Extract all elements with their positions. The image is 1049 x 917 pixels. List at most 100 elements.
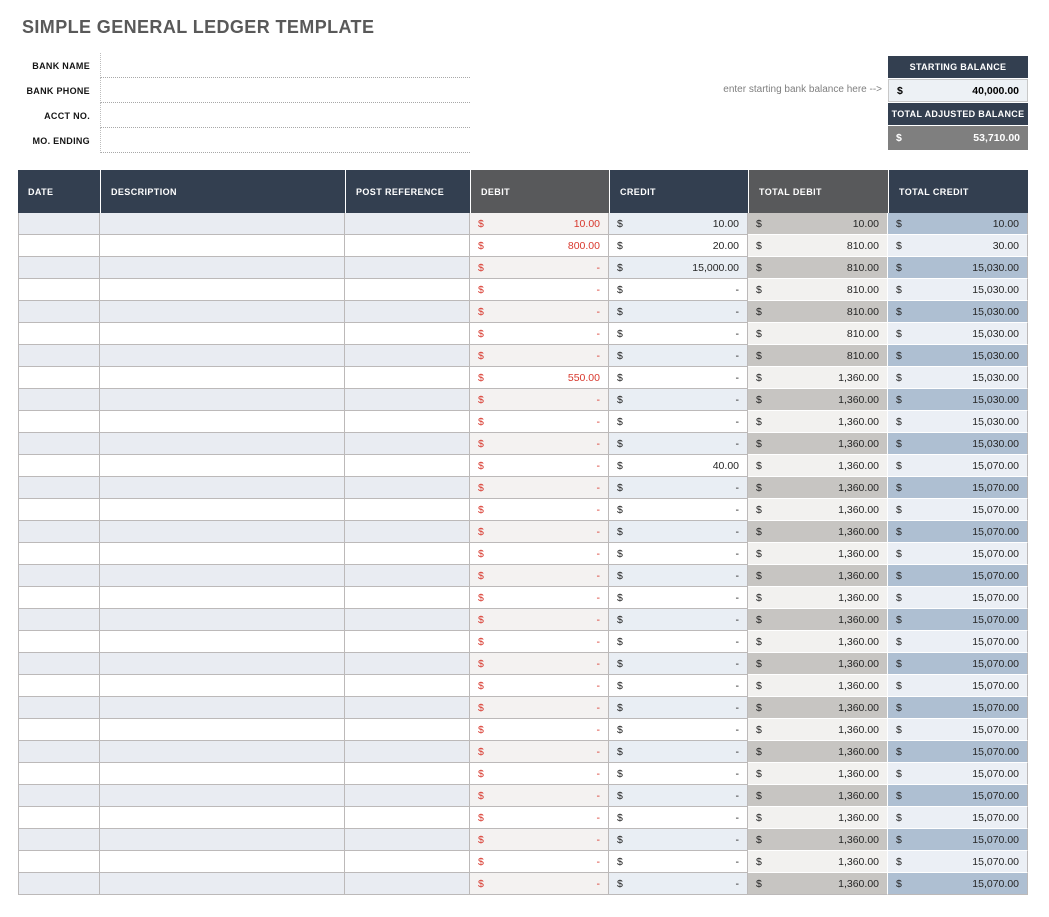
ledger-cell-date[interactable]	[18, 763, 100, 785]
ledger-cell-debit[interactable]: $ -	[470, 609, 609, 631]
ledger-cell-post-reference[interactable]	[345, 279, 470, 301]
ledger-cell-post-reference[interactable]	[345, 455, 470, 477]
ledger-cell-post-reference[interactable]	[345, 477, 470, 499]
ledger-cell-post-reference[interactable]	[345, 235, 470, 257]
ledger-cell-date[interactable]	[18, 675, 100, 697]
acct-no-input[interactable]	[100, 103, 470, 128]
ledger-cell-post-reference[interactable]	[345, 323, 470, 345]
ledger-cell-date[interactable]	[18, 785, 100, 807]
ledger-cell-post-reference[interactable]	[345, 807, 470, 829]
ledger-cell-credit[interactable]: $ -	[609, 631, 748, 653]
ledger-cell-date[interactable]	[18, 323, 100, 345]
ledger-cell-credit[interactable]: $10.00	[609, 213, 748, 235]
ledger-cell-date[interactable]	[18, 829, 100, 851]
ledger-cell-description[interactable]	[100, 301, 345, 323]
ledger-cell-credit[interactable]: $ -	[609, 697, 748, 719]
ledger-cell-credit[interactable]: $ -	[609, 301, 748, 323]
ledger-cell-debit[interactable]: $ -	[470, 411, 609, 433]
ledger-cell-date[interactable]	[18, 389, 100, 411]
ledger-cell-debit[interactable]: $ -	[470, 785, 609, 807]
ledger-cell-credit[interactable]: $ -	[609, 345, 748, 367]
ledger-cell-post-reference[interactable]	[345, 257, 470, 279]
ledger-cell-date[interactable]	[18, 631, 100, 653]
ledger-cell-description[interactable]	[100, 741, 345, 763]
ledger-cell-debit[interactable]: $ -	[470, 477, 609, 499]
ledger-cell-date[interactable]	[18, 697, 100, 719]
ledger-cell-description[interactable]	[100, 565, 345, 587]
ledger-cell-description[interactable]	[100, 587, 345, 609]
ledger-cell-date[interactable]	[18, 873, 100, 895]
ledger-cell-credit[interactable]: $ -	[609, 719, 748, 741]
ledger-cell-debit[interactable]: $ -	[470, 741, 609, 763]
ledger-cell-date[interactable]	[18, 851, 100, 873]
ledger-cell-date[interactable]	[18, 741, 100, 763]
ledger-cell-debit[interactable]: $ -	[470, 521, 609, 543]
ledger-cell-debit[interactable]: $ -	[470, 697, 609, 719]
ledger-cell-post-reference[interactable]	[345, 411, 470, 433]
ledger-cell-description[interactable]	[100, 323, 345, 345]
ledger-cell-description[interactable]	[100, 785, 345, 807]
ledger-cell-description[interactable]	[100, 543, 345, 565]
ledger-cell-post-reference[interactable]	[345, 499, 470, 521]
ledger-cell-description[interactable]	[100, 851, 345, 873]
ledger-cell-description[interactable]	[100, 697, 345, 719]
ledger-cell-credit[interactable]: $ -	[609, 367, 748, 389]
ledger-cell-debit[interactable]: $ -	[470, 653, 609, 675]
ledger-cell-post-reference[interactable]	[345, 719, 470, 741]
ledger-cell-description[interactable]	[100, 763, 345, 785]
ledger-cell-post-reference[interactable]	[345, 741, 470, 763]
ledger-cell-description[interactable]	[100, 235, 345, 257]
ledger-cell-debit[interactable]: $ -	[470, 807, 609, 829]
ledger-cell-description[interactable]	[100, 213, 345, 235]
ledger-cell-debit[interactable]: $ -	[470, 389, 609, 411]
ledger-cell-debit[interactable]: $ -	[470, 323, 609, 345]
ledger-cell-credit[interactable]: $ -	[609, 543, 748, 565]
ledger-cell-description[interactable]	[100, 499, 345, 521]
ledger-cell-credit[interactable]: $ -	[609, 829, 748, 851]
ledger-cell-date[interactable]	[18, 279, 100, 301]
ledger-cell-post-reference[interactable]	[345, 697, 470, 719]
ledger-cell-description[interactable]	[100, 653, 345, 675]
ledger-cell-post-reference[interactable]	[345, 763, 470, 785]
ledger-cell-debit[interactable]: $ -	[470, 257, 609, 279]
ledger-cell-credit[interactable]: $ -	[609, 499, 748, 521]
ledger-cell-post-reference[interactable]	[345, 565, 470, 587]
ledger-cell-debit[interactable]: $ -	[470, 543, 609, 565]
ledger-cell-credit[interactable]: $ -	[609, 653, 748, 675]
ledger-cell-post-reference[interactable]	[345, 829, 470, 851]
ledger-cell-credit[interactable]: $40.00	[609, 455, 748, 477]
ledger-cell-credit[interactable]: $ -	[609, 741, 748, 763]
ledger-cell-date[interactable]	[18, 499, 100, 521]
ledger-cell-post-reference[interactable]	[345, 213, 470, 235]
ledger-cell-credit[interactable]: $ -	[609, 851, 748, 873]
ledger-cell-debit[interactable]: $ -	[470, 719, 609, 741]
ledger-cell-credit[interactable]: $20.00	[609, 235, 748, 257]
ledger-cell-description[interactable]	[100, 873, 345, 895]
ledger-cell-post-reference[interactable]	[345, 851, 470, 873]
ledger-cell-credit[interactable]: $ -	[609, 763, 748, 785]
ledger-cell-debit[interactable]: $ -	[470, 829, 609, 851]
ledger-cell-date[interactable]	[18, 587, 100, 609]
ledger-cell-credit[interactable]: $ -	[609, 521, 748, 543]
ledger-cell-date[interactable]	[18, 257, 100, 279]
bank-name-input[interactable]	[100, 53, 470, 78]
ledger-cell-credit[interactable]: $ -	[609, 785, 748, 807]
ledger-cell-debit[interactable]: $ -	[470, 631, 609, 653]
ledger-cell-description[interactable]	[100, 807, 345, 829]
ledger-cell-date[interactable]	[18, 653, 100, 675]
ledger-cell-credit[interactable]: $ -	[609, 675, 748, 697]
ledger-cell-credit[interactable]: $ -	[609, 609, 748, 631]
starting-balance-cell[interactable]: $ 40,000.00	[888, 79, 1028, 102]
ledger-cell-credit[interactable]: $ -	[609, 411, 748, 433]
ledger-cell-description[interactable]	[100, 279, 345, 301]
ledger-cell-description[interactable]	[100, 433, 345, 455]
ledger-cell-debit[interactable]: $800.00	[470, 235, 609, 257]
ledger-cell-credit[interactable]: $ -	[609, 477, 748, 499]
mo-ending-input[interactable]	[100, 128, 470, 153]
ledger-cell-debit[interactable]: $550.00	[470, 367, 609, 389]
ledger-cell-debit[interactable]: $ -	[470, 587, 609, 609]
ledger-cell-date[interactable]	[18, 235, 100, 257]
ledger-cell-date[interactable]	[18, 609, 100, 631]
ledger-cell-credit[interactable]: $ -	[609, 389, 748, 411]
ledger-cell-date[interactable]	[18, 367, 100, 389]
